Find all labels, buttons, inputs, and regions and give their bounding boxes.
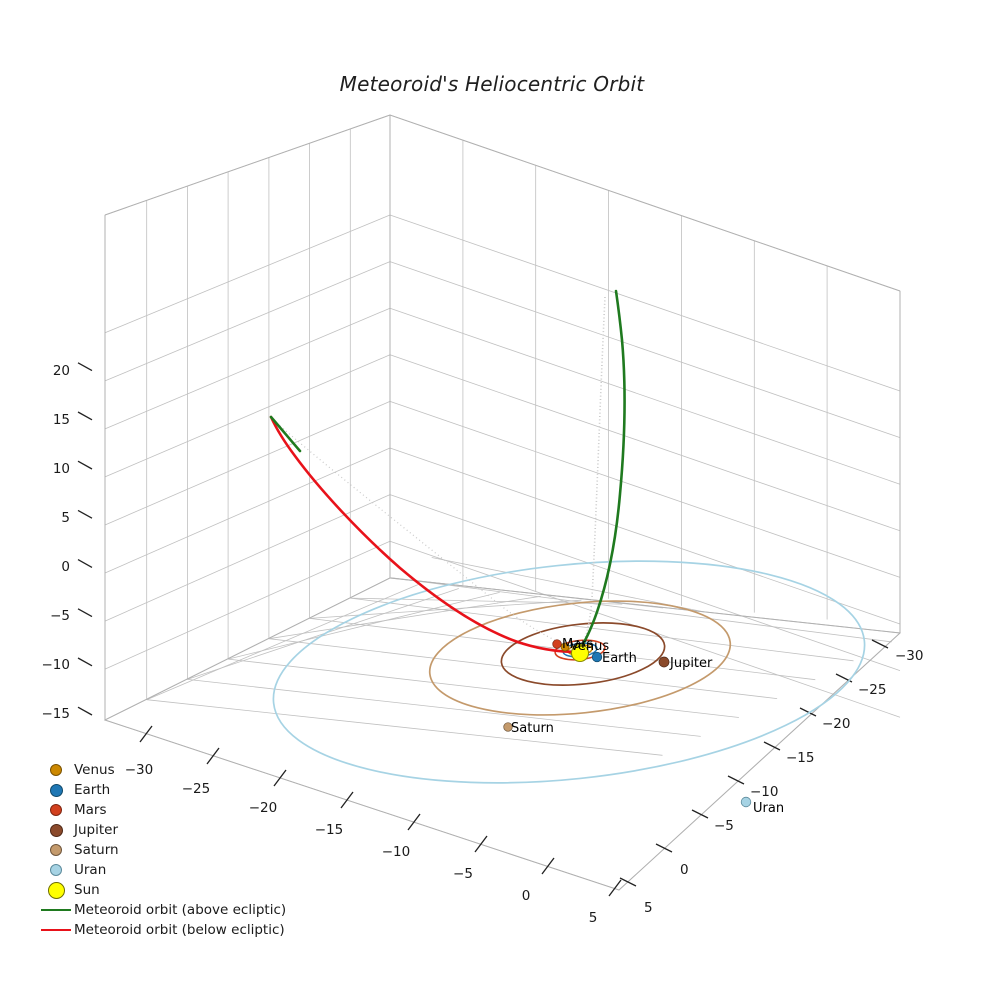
legend-label: Meteoroid orbit (above ecliptic) (74, 902, 287, 918)
legend-item-earth[interactable]: Earth (38, 780, 338, 800)
x-tick-label: 5 (589, 910, 598, 926)
y-tick-label: −25 (858, 682, 887, 698)
earth-marker-icon (38, 783, 74, 797)
legend-label: Venus (74, 762, 115, 778)
z-tick-label: 20 (53, 363, 70, 379)
y-tick-label: 0 (680, 862, 689, 878)
meteoroid-projection (270, 296, 606, 651)
legend-item-above-ecliptic[interactable]: Meteoroid orbit (above ecliptic) (38, 900, 338, 920)
x-tick-label: −20 (249, 800, 278, 816)
legend-label: Meteoroid orbit (below ecliptic) (74, 922, 285, 938)
jupiter-marker-icon (38, 823, 74, 837)
x-tick-label: −30 (125, 762, 154, 778)
z-tick-label: 10 (53, 461, 70, 477)
legend-item-below-ecliptic[interactable]: Meteoroid orbit (below ecliptic) (38, 920, 338, 940)
mars-marker-icon (38, 803, 74, 817)
y-tick-label: −10 (750, 784, 779, 800)
marker-jupiter (658, 656, 670, 668)
legend-item-sun[interactable]: Sun (38, 880, 338, 900)
x-tick-label: −25 (182, 781, 211, 797)
legend-label: Uran (74, 862, 107, 878)
green-line-icon (38, 908, 74, 912)
label-venus: Venus (570, 639, 609, 654)
legend-label: Saturn (74, 842, 119, 858)
legend-label: Earth (74, 782, 111, 798)
orbit-uran (272, 560, 866, 784)
z-tick-label: −15 (42, 706, 71, 722)
sun-marker-icon (38, 881, 74, 899)
x-tick-label: −15 (315, 822, 344, 838)
marker-saturn (503, 722, 513, 732)
label-earth: Earth (602, 651, 637, 666)
legend-label: Jupiter (74, 822, 119, 838)
axes-box-edges (104, 114, 901, 891)
legend-item-saturn[interactable]: Saturn (38, 840, 338, 860)
y-tick-label: −5 (714, 818, 734, 834)
legend-item-mars[interactable]: Mars (38, 800, 338, 820)
z-tick-label: −10 (42, 657, 71, 673)
x-tick-label: −10 (382, 844, 411, 860)
orbit-saturn (428, 600, 732, 716)
z-tick-label: −5 (50, 608, 70, 624)
y-tick-label: −30 (895, 648, 924, 664)
x-tick-label: −5 (453, 866, 473, 882)
legend-label: Sun (74, 882, 100, 898)
legend-item-venus[interactable]: Venus (38, 760, 338, 780)
axes-panes (103, 114, 902, 891)
y-tick-label: 5 (644, 900, 653, 916)
planet-labels: Mars Venus Earth Jupiter Saturn Uran (511, 637, 784, 816)
planet-markers (503, 639, 752, 808)
marker-mars (552, 639, 562, 649)
meteoroid-above-ecliptic (576, 289, 626, 654)
marker-sun (571, 644, 589, 662)
y-tick-label: −15 (786, 750, 815, 766)
marker-uran (740, 796, 752, 808)
uran-marker-icon (38, 863, 74, 877)
saturn-marker-icon (38, 843, 74, 857)
z-tick-label: 15 (53, 412, 70, 428)
planet-orbits (272, 560, 866, 784)
z-tick-label: 0 (61, 559, 70, 575)
meteoroid-orbit (269, 289, 626, 654)
legend-label: Mars (74, 802, 107, 818)
label-mars: Mars (562, 637, 594, 652)
legend-item-jupiter[interactable]: Jupiter (38, 820, 338, 840)
y-tick-labels: −30 −25 −20 −15 −10 −5 0 5 (644, 648, 924, 916)
label-uran: Uran (753, 801, 784, 816)
y-tick-label: −20 (822, 716, 851, 732)
meteoroid-below-ecliptic (269, 415, 580, 654)
label-saturn: Saturn (511, 721, 554, 736)
orbit-jupiter (500, 622, 666, 686)
venus-marker-icon (38, 764, 74, 776)
marker-venus (560, 642, 570, 652)
red-line-icon (38, 928, 74, 932)
x-tick-label: 0 (522, 888, 531, 904)
x-tick-labels: −30 −25 −20 −15 −10 −5 0 5 (125, 762, 598, 926)
meteoroid-above-ecliptic-tip (269, 415, 302, 453)
label-jupiter: Jupiter (669, 656, 713, 671)
chart-title: Meteoroid's Heliocentric Orbit (339, 72, 645, 96)
marker-earth (591, 651, 603, 663)
chart-legend: Venus Earth Mars Jupiter Saturn (38, 760, 338, 940)
z-tick-label: 5 (61, 510, 70, 526)
legend-item-uran[interactable]: Uran (38, 860, 338, 880)
z-tick-labels: 20 15 10 5 0 −5 −10 −15 (42, 363, 71, 722)
